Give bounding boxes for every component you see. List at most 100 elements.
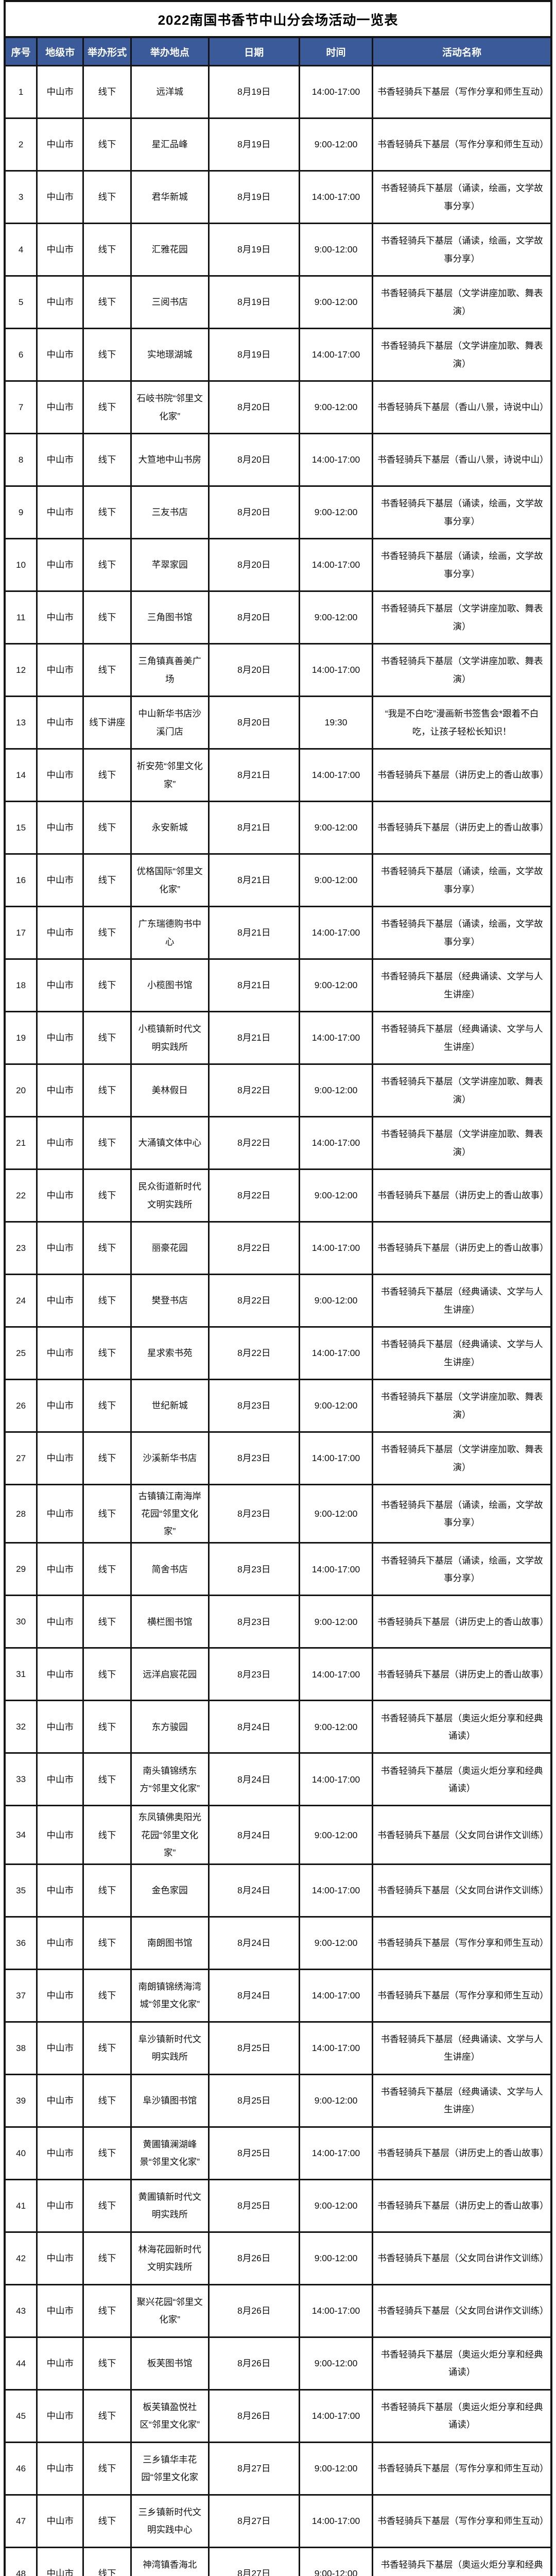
cell-date: 8月24日 bbox=[207, 1805, 300, 1865]
cell-no: 29 bbox=[4, 1542, 38, 1597]
cell-date: 8月22日 bbox=[207, 1168, 300, 1223]
cell-activity: 书香轻骑兵下基层（父女同台讲作文训练） bbox=[372, 2283, 552, 2338]
cell-time: 9:00-12:00 bbox=[298, 2178, 374, 2233]
cell-date: 8月23日 bbox=[207, 1431, 300, 1485]
cell-location: 三角镇真善美广场 bbox=[130, 643, 210, 697]
table-row: 46 中山市 线下 三乡镇华丰花园“邻里文化家 8月27日 9:00-12:00 书香轻骑兵… bbox=[4, 2441, 552, 2496]
cell-city: 中山市 bbox=[36, 2336, 84, 2391]
cell-activity: 书香轻骑兵下基层（父女同台讲作文训练） bbox=[372, 2231, 552, 2285]
cell-date: 8月24日 bbox=[207, 1916, 300, 1970]
table-row: 40 中山市 线下 黄圃镇澜湖峰景“邻里文化家” 8月25日 14:00-17:00 书香轻… bbox=[4, 2126, 552, 2180]
cell-location: 世纪新城 bbox=[130, 1379, 210, 1433]
cell-activity: 书香轻骑兵下基层（文学讲座加歌、舞表演） bbox=[372, 1379, 552, 1433]
cell-location: 东凤镇佛奥阳光花园“邻里文化家” bbox=[130, 1805, 210, 1865]
cell-date: 8月19日 bbox=[207, 170, 300, 224]
cell-city: 中山市 bbox=[36, 590, 84, 645]
activity-schedule-table: 2022南国书香节中山分会场活动一览表 序号 地级市 举办形式 举办地点 日期 时间 活动名… bbox=[4, 0, 552, 2576]
cell-format: 线下 bbox=[82, 2336, 132, 2391]
cell-location: 大涌镇文体中心 bbox=[130, 1116, 210, 1170]
cell-location: 君华新城 bbox=[130, 170, 210, 224]
cell-activity: 书香轻骑兵下基层（经典诵读、文学与人生讲座） bbox=[372, 1326, 552, 1380]
cell-city: 中山市 bbox=[36, 65, 84, 119]
cell-format: 线下 bbox=[82, 906, 132, 960]
cell-city: 中山市 bbox=[36, 170, 84, 224]
cell-format: 线下 bbox=[82, 1274, 132, 1328]
cell-activity: 书香轻骑兵下基层（诵读，绘画，文学故事分享） bbox=[372, 223, 552, 277]
cell-format: 线下 bbox=[82, 1221, 132, 1275]
cell-location: 星求索书苑 bbox=[130, 1326, 210, 1380]
cell-time: 9:00-12:00 bbox=[298, 117, 374, 172]
cell-time: 9:00-12:00 bbox=[298, 380, 374, 434]
cell-time: 9:00-12:00 bbox=[298, 853, 374, 907]
table-row: 11 中山市 线下 三角图书馆 8月20日 9:00-12:00 书香轻骑兵下基层（文学讲座… bbox=[4, 590, 552, 645]
cell-date: 8月25日 bbox=[207, 2126, 300, 2180]
cell-city: 中山市 bbox=[36, 275, 84, 329]
column-header-format: 举办形式 bbox=[82, 36, 132, 66]
cell-date: 8月20日 bbox=[207, 696, 300, 750]
table-body: 1 中山市 线下 远洋城 8月19日 14:00-17:00 书香轻骑兵下基层（写作分享和师… bbox=[4, 65, 552, 2576]
cell-location: 三角图书馆 bbox=[130, 590, 210, 645]
column-header-city: 地级市 bbox=[36, 36, 84, 66]
cell-format: 线下 bbox=[82, 485, 132, 539]
cell-no: 10 bbox=[4, 538, 38, 592]
cell-location: 三阅书店 bbox=[130, 275, 210, 329]
cell-date: 8月26日 bbox=[207, 2336, 300, 2391]
cell-activity: 书香轻骑兵下基层（文学讲座加歌、舞表演） bbox=[372, 1116, 552, 1170]
cell-activity: 书香轻骑兵下基层（诵读，绘画，文学故事分享） bbox=[372, 170, 552, 224]
cell-location: 小榄图书馆 bbox=[130, 958, 210, 1012]
cell-date: 8月20日 bbox=[207, 538, 300, 592]
cell-format: 线下 bbox=[82, 1916, 132, 1970]
cell-date: 8月19日 bbox=[207, 223, 300, 277]
cell-format: 线下 bbox=[82, 380, 132, 434]
cell-time: 14:00-17:00 bbox=[298, 170, 374, 224]
cell-format: 线下 bbox=[82, 801, 132, 855]
cell-date: 8月19日 bbox=[207, 117, 300, 172]
cell-format: 线下 bbox=[82, 2441, 132, 2496]
cell-time: 14:00-17:00 bbox=[298, 1542, 374, 1597]
cell-date: 8月23日 bbox=[207, 1595, 300, 1649]
cell-activity: 书香轻骑兵下基层（诵读，绘画，文学故事分享） bbox=[372, 1542, 552, 1597]
table-row: 29 中山市 线下 简舍书店 8月23日 14:00-17:00 书香轻骑兵下基层（诵读，绘… bbox=[4, 1542, 552, 1597]
cell-no: 12 bbox=[4, 643, 38, 697]
cell-location: 东方骏园 bbox=[130, 1700, 210, 1754]
cell-activity: 书香轻骑兵下基层（奥运火炬分享和经典诵读） bbox=[372, 2546, 552, 2576]
cell-date: 8月26日 bbox=[207, 2231, 300, 2285]
table-row: 10 中山市 线下 芊翠家园 8月20日 14:00-17:00 书香轻骑兵下基层（诵读，绘… bbox=[4, 538, 552, 592]
cell-location: 黄圃镇新时代文明实践所 bbox=[130, 2178, 210, 2233]
cell-location: 石岐书院“邻里文化家” bbox=[130, 380, 210, 434]
cell-time: 9:00-12:00 bbox=[298, 1379, 374, 1433]
cell-city: 中山市 bbox=[36, 485, 84, 539]
cell-time: 14:00-17:00 bbox=[298, 1326, 374, 1380]
cell-activity: 书香轻骑兵下基层（写作分享和师生互动） bbox=[372, 2494, 552, 2548]
cell-format: 线下 bbox=[82, 643, 132, 697]
cell-format: 线下 bbox=[82, 1168, 132, 1223]
cell-location: 实地璟湖城 bbox=[130, 328, 210, 382]
cell-activity: 书香轻骑兵下基层（写作分享和师生互动） bbox=[372, 117, 552, 172]
cell-activity: 书香轻骑兵下基层（诵读，绘画，文学故事分享） bbox=[372, 1483, 552, 1544]
cell-location: 南朗图书馆 bbox=[130, 1916, 210, 1970]
cell-city: 中山市 bbox=[36, 1221, 84, 1275]
table-row: 12 中山市 线下 三角镇真善美广场 8月20日 14:00-17:00 书香轻骑兵下基层（… bbox=[4, 643, 552, 697]
cell-location: 远洋启宸花园 bbox=[130, 1647, 210, 1702]
cell-time: 9:00-12:00 bbox=[298, 1805, 374, 1865]
cell-date: 8月21日 bbox=[207, 958, 300, 1012]
cell-location: 黄圃镇澜湖峰景“邻里文化家” bbox=[130, 2126, 210, 2180]
cell-time: 9:00-12:00 bbox=[298, 1916, 374, 1970]
cell-time: 14:00-17:00 bbox=[298, 643, 374, 697]
table-row: 20 中山市 线下 美林假日 8月22日 9:00-12:00 书香轻骑兵下基层（文学讲座加… bbox=[4, 1063, 552, 1117]
cell-no: 41 bbox=[4, 2178, 38, 2233]
cell-time: 9:00-12:00 bbox=[298, 1168, 374, 1223]
cell-date: 8月21日 bbox=[207, 853, 300, 907]
cell-format: 线下 bbox=[82, 1011, 132, 1065]
cell-activity: 书香轻骑兵下基层（诵读，绘画，文学故事分享） bbox=[372, 538, 552, 592]
cell-activity: 书香轻骑兵下基层（经典诵读、文学与人生讲座） bbox=[372, 1274, 552, 1328]
cell-location: 三乡镇华丰花园“邻里文化家 bbox=[130, 2441, 210, 2496]
cell-format: 线下 bbox=[82, 275, 132, 329]
cell-no: 3 bbox=[4, 170, 38, 224]
cell-city: 中山市 bbox=[36, 2021, 84, 2075]
cell-no: 34 bbox=[4, 1805, 38, 1865]
table-row: 9 中山市 线下 三友书店 8月20日 9:00-12:00 书香轻骑兵下基层（诵读，绘画，… bbox=[4, 485, 552, 539]
table-row: 42 中山市 线下 林海花园新时代文明实践所 8月26日 9:00-12:00 书香轻骑兵下… bbox=[4, 2231, 552, 2285]
cell-city: 中山市 bbox=[36, 853, 84, 907]
